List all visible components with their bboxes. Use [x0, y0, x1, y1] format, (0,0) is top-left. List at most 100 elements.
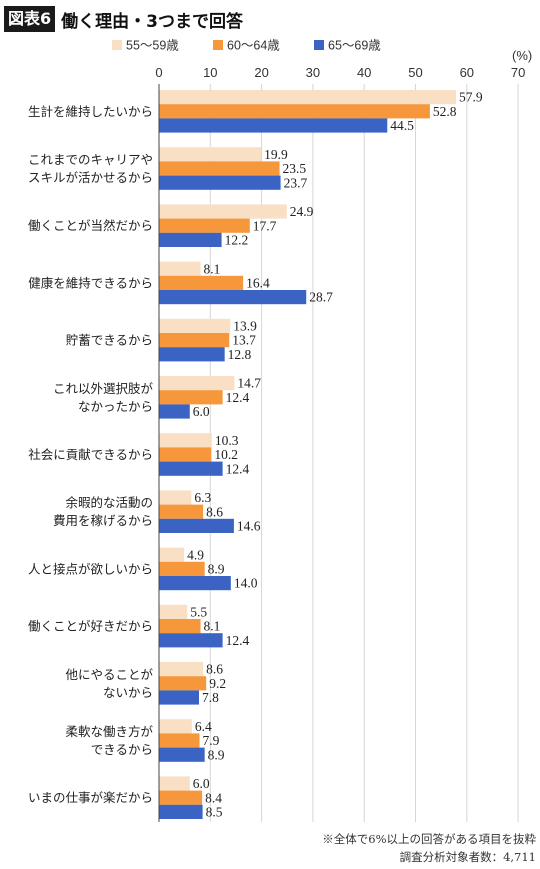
category-label: ないから — [103, 685, 153, 700]
bar — [159, 690, 200, 705]
bar — [159, 318, 231, 333]
bar — [159, 347, 225, 362]
bar — [159, 333, 230, 348]
data-label: 4.9 — [187, 547, 204, 562]
bar — [159, 633, 223, 648]
data-label: 24.9 — [290, 204, 314, 219]
data-label: 7.9 — [203, 733, 220, 748]
data-label: 5.5 — [190, 605, 207, 620]
x-tick-label: 10 — [203, 65, 217, 80]
bar — [159, 447, 212, 462]
bar — [159, 261, 201, 276]
data-label: 9.2 — [209, 676, 226, 691]
data-label: 17.7 — [253, 218, 277, 233]
bar — [159, 561, 205, 576]
legend-entry: 55〜59歳 — [126, 39, 179, 53]
bar — [159, 733, 200, 748]
x-tick-label: 40 — [357, 65, 371, 80]
x-tick-label: 60 — [460, 65, 474, 80]
legend-swatch — [314, 40, 324, 50]
data-label: 6.3 — [194, 490, 211, 505]
data-label: 23.7 — [284, 175, 308, 190]
bar — [159, 676, 207, 691]
bar — [159, 118, 388, 133]
data-label: 14.7 — [237, 376, 261, 391]
data-label: 8.6 — [206, 662, 223, 677]
chart-notes: ※全体で6%以上の回答がある項目を抜粋 調査分析対象者数：4,711 — [322, 830, 536, 866]
category-label: スキルが活かせるから — [28, 170, 153, 185]
bar — [159, 790, 203, 805]
x-tick-label: 0 — [155, 65, 162, 80]
note-excerpt: ※全体で6%以上の回答がある項目を抜粋 — [322, 832, 536, 846]
note-sample-size: 調査分析対象者数：4,711 — [399, 850, 536, 864]
category-label: 社会に貢献できるから — [28, 447, 153, 462]
data-label: 44.5 — [390, 118, 414, 133]
data-label: 10.2 — [214, 447, 238, 462]
data-label: 19.9 — [264, 147, 288, 162]
legend-swatch — [213, 40, 223, 50]
data-label: 6.0 — [193, 404, 210, 419]
bar — [159, 175, 281, 190]
data-label: 8.5 — [206, 805, 223, 820]
category-label: 働くことが好きだから — [28, 619, 153, 634]
data-label: 14.6 — [237, 519, 261, 534]
category-label: 人と接点が欲しいから — [28, 561, 153, 576]
bar — [159, 604, 188, 619]
bar — [159, 90, 457, 105]
x-tick-label: 20 — [254, 65, 268, 80]
category-label: これ以外選択肢が — [53, 381, 154, 396]
bar — [159, 776, 190, 791]
data-label: 8.6 — [206, 504, 223, 519]
category-label: 健康を維持できるから — [28, 275, 153, 290]
data-label: 8.9 — [208, 747, 225, 762]
chart-header: 図表6 働く理由・3つまで回答 — [4, 5, 243, 33]
data-label: 12.4 — [226, 633, 250, 648]
category-label: できるから — [91, 742, 153, 757]
data-label: 12.8 — [228, 347, 252, 362]
bar — [159, 490, 192, 505]
bar — [159, 804, 203, 819]
category-label: 余暇的な活動の — [65, 495, 153, 510]
bar — [159, 161, 280, 176]
data-label: 12.4 — [226, 390, 250, 405]
bar — [159, 232, 222, 247]
bar — [159, 104, 430, 119]
bar — [159, 433, 212, 448]
data-label: 14.0 — [234, 576, 258, 591]
bar — [159, 147, 262, 162]
figure-label: 図表6 — [4, 6, 56, 32]
bar — [159, 390, 223, 405]
legend-entry: 60〜64歳 — [227, 39, 280, 53]
legend-entry: 65〜69歳 — [328, 39, 381, 53]
data-label: 52.8 — [433, 104, 457, 119]
data-label: 23.5 — [283, 161, 307, 176]
bar — [159, 404, 190, 419]
bar — [159, 504, 204, 519]
bar — [159, 747, 205, 762]
unit-label: (%) — [512, 48, 532, 63]
bar — [159, 619, 201, 634]
category-label: 柔軟な働き方が — [65, 724, 153, 739]
data-label: 13.7 — [232, 333, 256, 348]
legend-swatch — [112, 40, 122, 50]
x-tick-label: 30 — [306, 65, 320, 80]
data-label: 28.7 — [309, 290, 333, 305]
bar — [159, 218, 250, 233]
category-label: なかったから — [78, 399, 153, 414]
data-label: 13.9 — [233, 319, 257, 334]
bar — [159, 461, 223, 476]
data-label: 57.9 — [459, 90, 483, 105]
category-label: いまの仕事が楽だから — [28, 790, 153, 805]
bar — [159, 547, 185, 562]
x-tick-label: 70 — [511, 65, 525, 80]
data-label: 12.4 — [226, 461, 250, 476]
category-label: 生計を維持したいから — [28, 104, 153, 119]
bar — [159, 275, 244, 290]
data-label: 8.4 — [205, 790, 222, 805]
category-label: 働くことが当然だから — [28, 218, 153, 233]
data-label: 10.3 — [215, 433, 239, 448]
bar — [159, 376, 235, 391]
data-label: 12.2 — [225, 233, 249, 248]
chart-title: 働く理由・3つまで回答 — [61, 11, 243, 32]
